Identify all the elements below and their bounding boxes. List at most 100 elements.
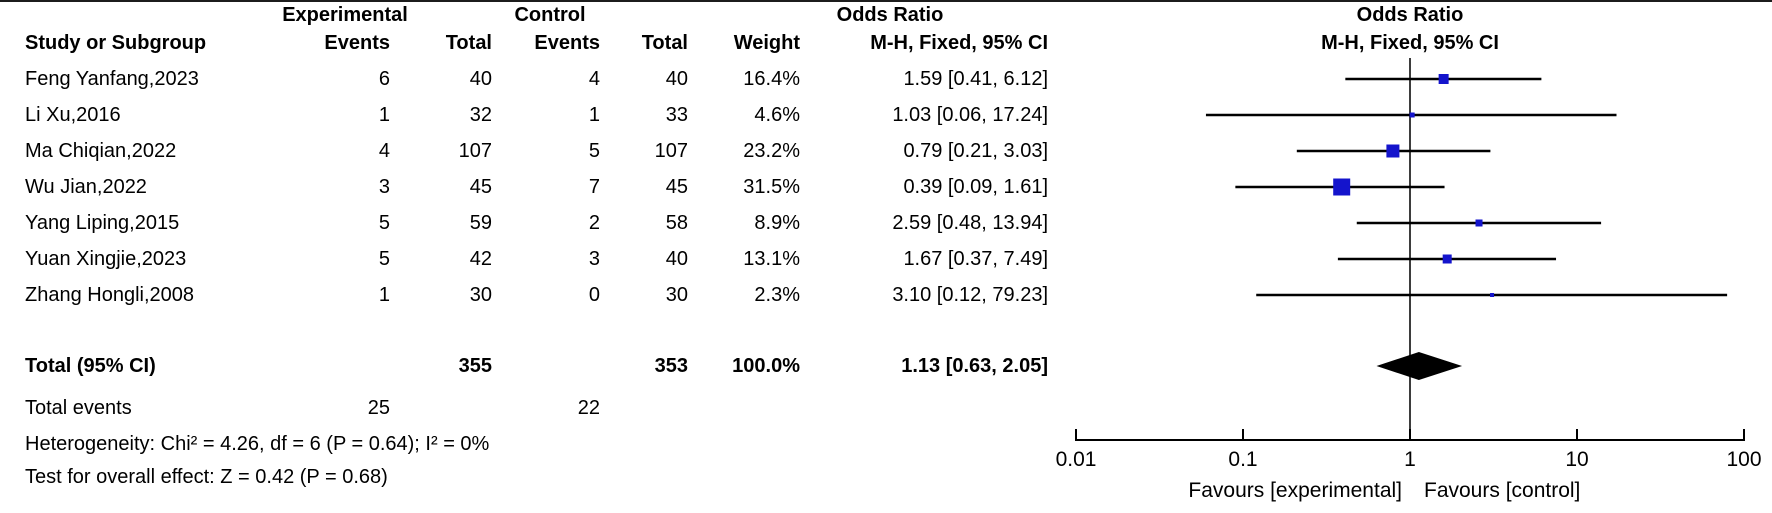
total-events-control: 22 <box>577 397 600 419</box>
cell-c-total: 30 <box>665 284 688 306</box>
axis-tick-label: 0.01 <box>1056 448 1097 471</box>
header-divider-line <box>0 0 1772 2</box>
heterogeneity-text: Heterogeneity: Chi² = 4.26, df = 6 (P = … <box>25 433 490 455</box>
cell-e-total: 45 <box>469 176 492 198</box>
cell-e-total: 32 <box>469 104 492 126</box>
total-exp-total: 355 <box>458 355 492 377</box>
overall-effect-text: Test for overall effect: Z = 0.42 (P = 0… <box>25 466 388 488</box>
cell-e-total: 42 <box>469 248 492 270</box>
column-header-exp-total: Total <box>445 32 492 54</box>
cell-c-total: 40 <box>665 68 688 90</box>
cell-e-events: 3 <box>378 176 390 198</box>
cell-or-text: 1.59 [0.41, 6.12] <box>903 68 1048 90</box>
or-marker <box>1438 74 1449 84</box>
cell-name: Zhang Hongli,2008 <box>25 284 195 306</box>
cell-or-text: 2.59 [0.48, 13.94] <box>892 212 1048 234</box>
cell-name: Wu Jian,2022 <box>25 176 147 198</box>
column-header-ctrl-events: Events <box>534 32 600 54</box>
or-marker <box>1333 178 1351 196</box>
table-row: Ma Chiqian,2022 4 107 5 107 23.2% 0.79 [0.21, … <box>0 133 1060 169</box>
cell-e-events: 4 <box>378 140 390 162</box>
column-header-mh-fixed-plot: M-H, Fixed, 95% CI <box>1321 32 1499 54</box>
or-marker <box>1442 254 1452 264</box>
table-row: Li Xu,2016 1 32 1 33 4.6% 1.03 [0.06, 17.24] <box>0 97 1060 133</box>
axis-tick-label: 1 <box>1404 448 1416 471</box>
cell-or-text: 0.39 [0.09, 1.61] <box>903 176 1048 198</box>
table-row: Zhang Hongli,2008 1 30 0 30 2.3% 3.10 [0.12, 7… <box>0 277 1060 313</box>
overall-effect-row: Test for overall effect: Z = 0.42 (P = 0… <box>0 461 1060 493</box>
cell-weight: 8.9% <box>754 212 800 234</box>
summary-diamond <box>1376 352 1463 380</box>
cell-weight: 31.5% <box>743 176 800 198</box>
cell-c-events: 7 <box>588 176 600 198</box>
column-group-odds-ratio-text: Odds Ratio <box>836 4 944 26</box>
cell-weight: 13.1% <box>743 248 800 270</box>
cell-weight: 4.6% <box>754 104 800 126</box>
cell-c-total: 107 <box>654 140 688 162</box>
total-events-row: Total events 25 22 <box>0 392 1060 424</box>
total-or-ci: 1.13 [0.63, 2.05] <box>901 355 1048 377</box>
cell-c-events: 2 <box>588 212 600 234</box>
table-row: Feng Yanfang,2023 6 40 4 40 16.4% 1.59 [0.41, … <box>0 61 1060 97</box>
cell-c-events: 1 <box>588 104 600 126</box>
cell-e-events: 1 <box>378 104 390 126</box>
favours-experimental-label: Favours [experimental] <box>1188 479 1402 502</box>
table-row: Wu Jian,2022 3 45 7 45 31.5% 0.39 [0.09, 1.61] <box>0 169 1060 205</box>
cell-c-total: 58 <box>665 212 688 234</box>
axis-tick-label: 10 <box>1565 448 1588 471</box>
cell-e-total: 40 <box>469 68 492 90</box>
cell-c-events: 4 <box>588 68 600 90</box>
cell-e-events: 5 <box>378 212 390 234</box>
axis-tick-label: 0.1 <box>1228 448 1257 471</box>
cell-name: Ma Chiqian,2022 <box>25 140 177 162</box>
heterogeneity-row: Heterogeneity: Chi² = 4.26, df = 6 (P = … <box>0 428 1060 460</box>
cell-name: Feng Yanfang,2023 <box>25 68 199 90</box>
column-group-control: Control <box>514 4 586 26</box>
or-marker <box>1409 112 1415 118</box>
cell-c-total: 40 <box>665 248 688 270</box>
cell-weight: 16.4% <box>743 68 800 90</box>
column-header-ctrl-total: Total <box>641 32 688 54</box>
column-group-odds-ratio-plot: Odds Ratio <box>1356 4 1464 26</box>
cell-weight: 2.3% <box>754 284 800 306</box>
cell-or-text: 0.79 [0.21, 3.03] <box>903 140 1048 162</box>
cell-e-total: 107 <box>458 140 492 162</box>
total-label: Total (95% CI) <box>25 355 156 377</box>
total-ctrl-total: 353 <box>654 355 688 377</box>
or-marker <box>1386 144 1400 158</box>
favours-control-label: Favours [control] <box>1424 479 1580 502</box>
cell-or-text: 3.10 [0.12, 79.23] <box>892 284 1048 306</box>
total-events-label: Total events <box>25 397 132 419</box>
cell-e-total: 59 <box>469 212 492 234</box>
cell-name: Yang Liping,2015 <box>25 212 180 234</box>
or-marker <box>1490 293 1495 297</box>
cell-or-text: 1.67 [0.37, 7.49] <box>903 248 1048 270</box>
column-header-study: Study or Subgroup <box>25 32 207 54</box>
cell-name: Yuan Xingjie,2023 <box>25 248 187 270</box>
total-weight: 100.0% <box>732 355 800 377</box>
cell-c-events: 0 <box>588 284 600 306</box>
column-header-weight: Weight <box>733 32 800 54</box>
or-marker <box>1475 219 1483 227</box>
total-events-experimental: 25 <box>367 397 390 419</box>
cell-or-text: 1.03 [0.06, 17.24] <box>892 104 1048 126</box>
cell-e-events: 6 <box>378 68 390 90</box>
cell-name: Li Xu,2016 <box>25 104 121 126</box>
total-row: Total (95% CI) 355 353 100.0% 1.13 [0.63… <box>0 348 1060 384</box>
cell-e-events: 5 <box>378 248 390 270</box>
cell-weight: 23.2% <box>743 140 800 162</box>
cell-e-total: 30 <box>469 284 492 306</box>
cell-c-events: 3 <box>588 248 600 270</box>
table-row: Yang Liping,2015 5 59 2 58 8.9% 2.59 [0.48, 13… <box>0 205 1060 241</box>
table-row: Yuan Xingjie,2023 5 42 3 40 13.1% 1.67 [0.37, … <box>0 241 1060 277</box>
cell-c-events: 5 <box>588 140 600 162</box>
axis-tick-label: 100 <box>1726 448 1761 471</box>
cell-c-total: 33 <box>665 104 688 126</box>
column-header-mh-fixed-text: M-H, Fixed, 95% CI <box>870 32 1048 54</box>
column-header-exp-events: Events <box>324 32 390 54</box>
column-group-experimental: Experimental <box>282 4 408 26</box>
cell-e-events: 1 <box>378 284 390 306</box>
cell-c-total: 45 <box>665 176 688 198</box>
